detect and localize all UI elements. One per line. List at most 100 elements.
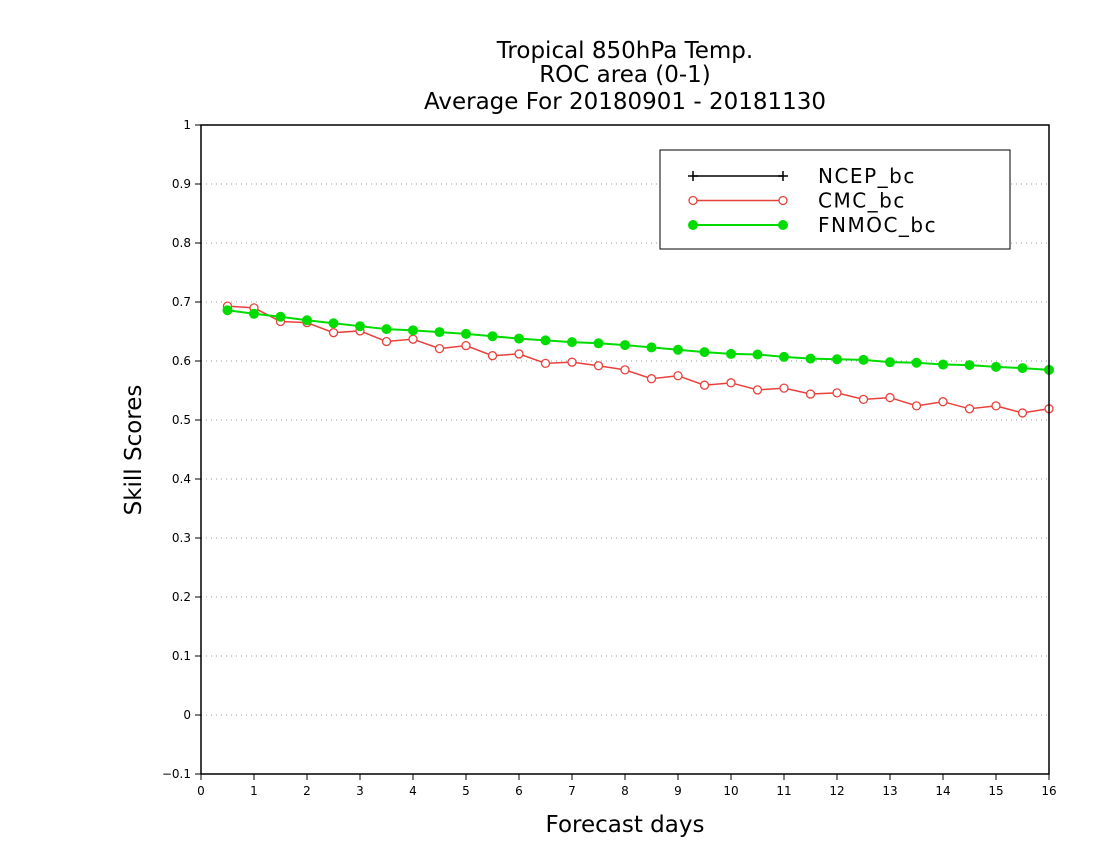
- fnmoc-bc-point: [832, 354, 842, 365]
- x-tick-label: 9: [674, 784, 682, 798]
- fnmoc-bc-point: [938, 359, 948, 370]
- fnmoc-bc-point: [779, 351, 789, 362]
- fnmoc-bc-point: [673, 344, 683, 355]
- fnmoc-bc-point: [514, 333, 524, 344]
- fnmoc-bc-point: [461, 328, 471, 339]
- x-tick-label: 13: [882, 784, 897, 798]
- x-tick-label: 3: [356, 784, 364, 798]
- y-tick-label: 0.5: [172, 413, 191, 427]
- fnmoc-bc-point: [222, 305, 233, 316]
- fnmoc-bc-point: [434, 327, 445, 338]
- gridlines: [201, 183, 1049, 716]
- fnmoc-bc-point: [991, 361, 1001, 372]
- chart-title-line-2: ROC area (0-1): [539, 62, 711, 88]
- legend-ncep-bc-label: NCEP_bc: [818, 164, 916, 188]
- cmc-bc-point: [699, 380, 710, 390]
- cmc-bc-point: [938, 397, 948, 407]
- cmc-bc-point: [461, 341, 471, 351]
- cmc-bc-point: [726, 378, 736, 388]
- cmc-bc-point: [593, 361, 604, 371]
- cmc-bc-point: [832, 388, 842, 398]
- chart-title-line-1: Tropical 850hPa Temp.: [496, 38, 753, 64]
- fnmoc-bc-point: [567, 337, 577, 348]
- fnmoc-bc-point: [646, 342, 657, 353]
- fnmoc-bc-point: [381, 324, 392, 335]
- fnmoc-bc-point: [540, 335, 551, 346]
- x-tick-label: 7: [568, 784, 576, 798]
- cmc-bc-point: [911, 401, 922, 411]
- cmc-bc-point: [673, 371, 683, 381]
- x-tick-label: 15: [988, 784, 1003, 798]
- cmc-bc-series-line: [227, 305, 1050, 414]
- x-tick-label: 8: [621, 784, 629, 798]
- fnmoc-bc-point: [408, 325, 418, 336]
- x-tick-label: 5: [462, 784, 470, 798]
- fnmoc-bc-point: [593, 338, 604, 349]
- series-lines: [222, 301, 1054, 418]
- cmc-bc-point: [514, 349, 524, 359]
- x-tick-label: 1: [250, 784, 258, 798]
- cmc-bc-point: [540, 358, 551, 369]
- y-tick-label: 0.4: [172, 472, 191, 486]
- fnmoc-bc-point: [805, 353, 816, 364]
- cmc-bc-point: [805, 389, 816, 399]
- cmc-bc-point: [858, 394, 869, 405]
- fnmoc-bc-point: [487, 331, 498, 342]
- x-axis-ticks: 0 1 2 3 4 5 6 7 8 9 10 11 12 13 14 15 16: [197, 774, 1057, 798]
- cmc-bc-point: [646, 374, 657, 384]
- y-axis-title: Skill Scores: [121, 385, 147, 516]
- legend-ncep-bc-marker: [778, 171, 788, 181]
- x-axis-title: Forecast days: [546, 812, 705, 838]
- legend-cmc-bc-label: CMC_bc: [818, 189, 906, 213]
- y-tick-label: 0.2: [172, 590, 191, 604]
- fnmoc-bc-point: [858, 354, 869, 365]
- legend-cmc-bc-marker: [778, 195, 788, 206]
- fnmoc-bc-point: [911, 357, 922, 368]
- x-tick-label: 10: [723, 784, 738, 798]
- x-tick-label: 4: [409, 784, 417, 798]
- x-tick-label: 16: [1041, 784, 1056, 798]
- legend-ncep-bc-marker: [688, 171, 698, 181]
- y-tick-label: 0.6: [172, 354, 191, 368]
- cmc-bc-point: [381, 336, 392, 347]
- y-axis-ticks: −0.1 0 0.1 0.2 0.3 0.4 0.5 0.6 0.7 0.8 0.9 1: [162, 118, 201, 781]
- cmc-bc-point: [991, 401, 1001, 411]
- fnmoc-bc-point: [620, 340, 630, 351]
- cmc-bc-point: [434, 343, 445, 354]
- y-tick-label: 0: [183, 708, 191, 722]
- fnmoc-bc-point: [355, 321, 365, 332]
- y-tick-label: 0.1: [172, 649, 191, 663]
- cmc-bc-point: [779, 383, 789, 393]
- fnmoc-bc-series-line: [227, 309, 1050, 371]
- legend-fnmoc-bc-label: FNMOC_bc: [818, 213, 937, 237]
- y-tick-label: 0.8: [172, 236, 191, 250]
- fnmoc-bc-point: [249, 308, 259, 319]
- cmc-bc-point: [964, 404, 975, 414]
- x-tick-label: 2: [303, 784, 311, 798]
- legend-box: [659, 149, 1011, 250]
- cmc-bc-point: [567, 357, 577, 367]
- cmc-bc-point: [487, 351, 498, 361]
- fnmoc-bc-point: [328, 318, 339, 329]
- y-tick-label: −0.1: [162, 767, 191, 781]
- x-tick-label: 0: [197, 784, 205, 798]
- fnmoc-bc-point: [302, 315, 312, 326]
- cmc-bc-point: [620, 365, 630, 375]
- chart-title: Tropical 850hPa Temp. ROC area (0-1) Ave…: [424, 38, 826, 115]
- cmc-bc-point: [1017, 408, 1028, 418]
- y-tick-label: 0.3: [172, 531, 191, 545]
- y-tick-label: 0.9: [172, 177, 191, 191]
- cmc-bc-point: [408, 334, 418, 344]
- fnmoc-bc-point: [1017, 363, 1028, 374]
- legend-fnmoc-bc-marker: [778, 220, 788, 230]
- fnmoc-bc-point: [726, 348, 736, 359]
- fnmoc-bc-point: [699, 347, 710, 358]
- fnmoc-bc-point: [752, 349, 763, 360]
- y-tick-label: 0.7: [172, 295, 191, 309]
- x-tick-label: 11: [776, 784, 791, 798]
- fnmoc-bc-point: [885, 357, 895, 368]
- legend-cmc-bc-marker: [688, 195, 698, 206]
